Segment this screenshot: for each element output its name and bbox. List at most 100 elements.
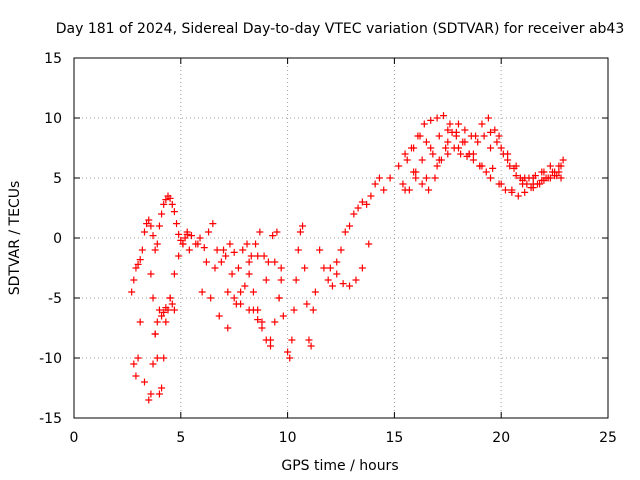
data-point — [311, 288, 319, 296]
x-tick-label: 25 — [599, 430, 617, 446]
data-point — [149, 294, 157, 302]
data-point — [521, 188, 529, 196]
data-point — [254, 316, 262, 324]
data-point — [224, 324, 232, 332]
data-point — [551, 168, 559, 176]
data-point — [179, 240, 187, 248]
data-point — [363, 200, 371, 208]
data-point — [269, 232, 277, 240]
data-point — [461, 126, 469, 134]
data-point — [425, 186, 433, 194]
data-point — [143, 220, 151, 228]
data-point — [412, 174, 420, 182]
data-point — [427, 116, 435, 124]
data-point — [153, 354, 161, 362]
data-point — [354, 204, 362, 212]
data-point — [399, 180, 407, 188]
data-point — [412, 168, 420, 176]
data-point — [501, 186, 509, 194]
data-point — [155, 222, 163, 230]
data-point — [474, 138, 482, 146]
data-point — [286, 354, 294, 362]
data-point — [205, 228, 213, 236]
data-point — [493, 138, 501, 146]
data-point — [258, 324, 266, 332]
data-point — [333, 270, 341, 278]
data-point — [410, 144, 418, 152]
data-point — [469, 156, 477, 164]
data-point — [147, 270, 155, 278]
data-point — [444, 126, 452, 134]
y-tick-label: 10 — [44, 111, 62, 127]
data-point — [324, 276, 332, 284]
data-point — [487, 144, 495, 152]
data-point — [267, 342, 275, 350]
data-point — [420, 120, 428, 128]
data-point — [448, 128, 456, 136]
data-point — [540, 176, 548, 184]
data-point — [170, 270, 178, 278]
data-point — [339, 280, 347, 288]
data-point — [228, 270, 236, 278]
x-tick-label: 0 — [70, 430, 79, 446]
data-point — [346, 282, 354, 290]
data-point — [454, 120, 462, 128]
x-axis-ticks: 0 5 10 15 20 25 — [70, 58, 617, 446]
data-point — [264, 258, 272, 266]
y-tick-label: -15 — [39, 411, 62, 427]
data-point — [230, 294, 238, 302]
data-point — [512, 162, 520, 170]
data-point — [140, 378, 148, 386]
data-point — [136, 256, 144, 264]
data-point — [279, 312, 287, 320]
data-point — [155, 306, 163, 314]
data-point — [155, 390, 163, 398]
data-point — [489, 164, 497, 172]
data-point — [160, 354, 168, 362]
data-point — [288, 336, 296, 344]
data-point — [508, 188, 516, 196]
data-point — [164, 306, 172, 314]
data-point — [519, 180, 527, 188]
data-point — [247, 252, 255, 260]
data-point — [301, 264, 309, 272]
x-tick-label: 15 — [385, 430, 403, 446]
chart-title: Day 181 of 2024, Sidereal Day-to-day VTE… — [56, 21, 625, 37]
data-point — [158, 312, 166, 320]
data-point — [175, 230, 183, 238]
data-point — [166, 294, 174, 302]
data-point — [553, 172, 561, 180]
data-point — [506, 162, 514, 170]
data-point — [168, 200, 176, 208]
data-point — [416, 132, 424, 140]
data-point — [245, 270, 253, 278]
data-point — [140, 228, 148, 236]
data-point — [213, 246, 221, 254]
data-point — [491, 126, 499, 134]
data-point — [147, 222, 155, 230]
data-point — [495, 180, 503, 188]
data-point — [234, 264, 242, 272]
data-point — [365, 240, 373, 248]
data-point — [254, 252, 262, 260]
data-point — [433, 114, 441, 122]
data-point — [275, 294, 283, 302]
data-point — [534, 180, 542, 188]
data-point — [277, 276, 285, 284]
data-point — [358, 198, 366, 206]
data-point — [512, 172, 520, 180]
data-point — [271, 258, 279, 266]
data-point — [243, 240, 251, 248]
data-point — [241, 282, 249, 290]
data-point — [452, 132, 460, 140]
data-point — [557, 174, 565, 182]
data-point — [177, 236, 185, 244]
data-point — [245, 306, 253, 314]
y-tick-label: 15 — [44, 51, 62, 67]
data-point — [440, 112, 448, 120]
data-point — [422, 174, 430, 182]
data-point — [290, 306, 298, 314]
data-point — [320, 264, 328, 272]
data-point — [540, 168, 548, 176]
